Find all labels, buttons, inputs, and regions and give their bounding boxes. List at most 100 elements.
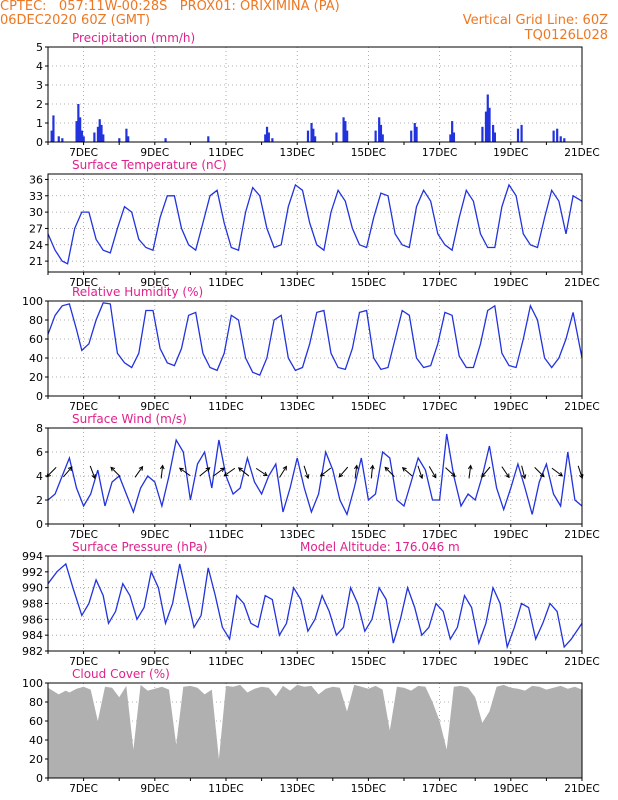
y-tick-label: 988: [22, 598, 43, 611]
wind-arrow: [199, 467, 211, 477]
precip-bar: [164, 138, 167, 142]
x-tick-label: 15DEC: [351, 656, 386, 668]
wind-arrow: [338, 466, 349, 478]
precip-bar: [98, 119, 101, 142]
panel-title: Surface Temperature (nC): [72, 158, 227, 172]
x-tick-label: 13DEC: [279, 277, 314, 289]
precip-bar: [125, 128, 128, 142]
y-tick-label: 27: [29, 222, 43, 235]
header-code: TQ0126L028: [524, 28, 608, 43]
x-tick-label: 9DEC: [140, 656, 169, 668]
x-tick-label: 19DEC: [493, 401, 528, 413]
series-line: [47, 183, 583, 265]
x-tick-label: 7DEC: [69, 401, 98, 413]
precip-bar: [486, 94, 489, 142]
x-tick-label: 17DEC: [422, 529, 457, 541]
panel-frame: [47, 300, 583, 397]
x-tick-label: 19DEC: [493, 529, 528, 541]
y-tick-label: 986: [22, 613, 43, 626]
y-tick-label: 40: [29, 352, 43, 365]
panel-title: Relative Humidity (%): [72, 285, 203, 299]
wind-arrow: [384, 466, 395, 477]
precip-bar: [381, 134, 384, 142]
x-tick-label: 17DEC: [422, 147, 457, 159]
wind-arrow: [481, 466, 491, 478]
wind-arrow: [89, 465, 96, 480]
y-tick-label: 33: [29, 190, 43, 203]
x-tick-label: 19DEC: [493, 147, 528, 159]
precip-bar: [556, 128, 559, 142]
y-tick-label: 24: [29, 239, 43, 252]
y-tick-label: 0: [36, 772, 43, 785]
x-tick-label: 11DEC: [208, 401, 243, 413]
y-tick-label: 100: [22, 677, 43, 690]
precip-bar: [61, 138, 64, 142]
precip-bar: [410, 130, 413, 142]
precip-bar: [335, 132, 338, 142]
wind-arrow: [279, 465, 287, 478]
precip-bar: [451, 121, 454, 142]
precip-bar: [264, 134, 267, 142]
panel-rh: Relative Humidity (%) 0 20 40 60 80 100 7DEC 9DE…: [22, 285, 600, 413]
panel-press: Surface Pressure (hPa) Model Altitude: 17…: [22, 540, 600, 668]
x-tick-label: 17DEC: [422, 656, 457, 668]
series-line: [47, 562, 583, 650]
wind-arrow: [134, 465, 144, 478]
wind-arrow: [303, 465, 310, 480]
wind-arrow: [62, 466, 73, 478]
precip-bar: [563, 138, 566, 142]
y-tick-label: 60: [29, 333, 43, 346]
x-tick-label: 21DEC: [564, 401, 599, 413]
precip-bar: [415, 126, 418, 142]
precip-bar: [100, 124, 103, 142]
x-tick-label: 15DEC: [351, 529, 386, 541]
x-tick-label: 7DEC: [69, 529, 98, 541]
y-tick-label: 994: [22, 550, 43, 563]
precip-bar: [77, 104, 80, 142]
precip-bar: [484, 111, 488, 142]
y-tick-label: 0: [36, 136, 43, 149]
wind-arrow: [551, 467, 564, 477]
precip-bar: [379, 124, 383, 142]
cloud-area: [48, 684, 582, 778]
panel-temp: Surface Temperature (nC) 21 24 27 30 33 36 7DEC…: [29, 158, 600, 289]
precip-bar: [267, 132, 270, 142]
precip-bar: [271, 138, 274, 142]
precip-bar: [413, 123, 416, 142]
y-tick-label: 4: [36, 470, 43, 483]
series-line: [47, 302, 583, 376]
precip-bar: [312, 128, 315, 142]
wind-arrow: [417, 465, 424, 480]
x-tick-label: 21DEC: [564, 656, 599, 668]
wind-arrow: [428, 466, 437, 479]
y-tick-label: 100: [22, 295, 43, 308]
wind-arrow: [223, 467, 236, 477]
precip-bar: [52, 115, 55, 142]
wind-arrow: [501, 466, 510, 479]
wind-arrow: [237, 467, 250, 477]
precip-bar: [118, 138, 121, 142]
precip-bar: [127, 136, 130, 142]
wind-arrow: [213, 467, 225, 477]
x-tick-label: 19DEC: [493, 277, 528, 289]
x-tick-label: 13DEC: [279, 147, 314, 159]
y-tick-label: 60: [29, 715, 43, 728]
wind-arrow: [319, 467, 332, 477]
x-tick-label: 21DEC: [564, 529, 599, 541]
panel-precip: Precipitation (mm/h) 0 1 2 3 4 5 7DEC 9DEC 11DEC 1…: [36, 31, 600, 159]
x-tick-label: 21DEC: [564, 783, 599, 795]
y-tick-label: 80: [29, 314, 43, 327]
panel-title: Surface Wind (m/s): [72, 412, 187, 426]
panel-cloud: Cloud Cover (%) 0 20 40 60 80 100 7DEC 9DEC 11DEC…: [22, 667, 600, 795]
wind-arrow: [110, 466, 121, 477]
y-tick-label: 4: [36, 60, 43, 73]
header-run-date: 06DEC2020 60Z (GMT): [0, 13, 151, 28]
x-tick-label: 9DEC: [140, 147, 169, 159]
x-tick-label: 9DEC: [140, 783, 169, 795]
x-tick-label: 13DEC: [279, 783, 314, 795]
y-tick-label: 992: [22, 566, 43, 579]
wind-arrow: [369, 464, 375, 479]
precip-bar: [452, 132, 456, 142]
precip-bar: [378, 117, 381, 142]
x-tick-label: 17DEC: [422, 783, 457, 795]
